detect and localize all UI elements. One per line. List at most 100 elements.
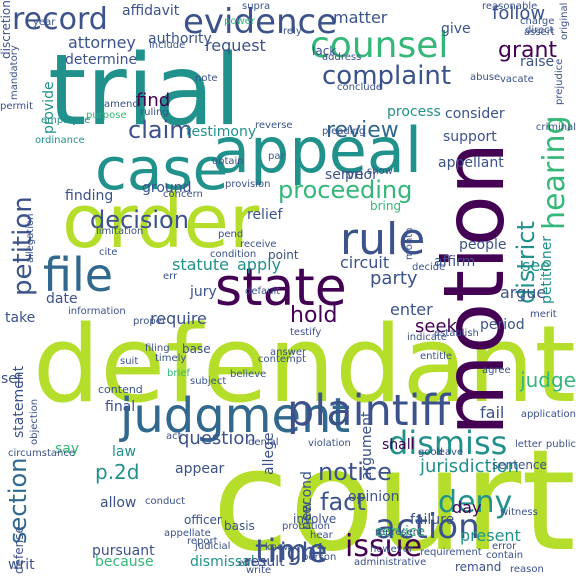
word-142: obtain: [212, 156, 244, 167]
word-116: believe: [230, 369, 267, 380]
word-89: determine: [65, 52, 138, 68]
word-43: apply: [237, 255, 282, 274]
word-39: attorney: [68, 33, 136, 52]
word-19: dismiss: [388, 424, 508, 462]
word-95: finding: [65, 188, 114, 204]
word-191: mandatory: [9, 45, 20, 100]
word-188: prejudice: [554, 58, 565, 105]
word-67: provide: [41, 81, 57, 134]
word-17: action: [375, 507, 480, 547]
word-36: question: [178, 428, 256, 449]
word-25: proceeding: [278, 176, 413, 204]
word-99: contend: [98, 383, 143, 396]
word-80: raise: [520, 54, 555, 70]
word-108: agree: [482, 365, 511, 376]
word-137: employee: [41, 115, 91, 126]
word-166: public: [545, 439, 576, 450]
word-184: however: [370, 544, 413, 555]
word-65: appellant: [438, 155, 504, 171]
word-114: timely: [155, 353, 187, 364]
word-112: bring: [370, 199, 402, 213]
word-73: law: [112, 444, 136, 460]
word-110: leave: [436, 447, 464, 458]
word-81: ground: [142, 180, 192, 196]
word-7: judgment: [120, 388, 351, 444]
word-143: provision: [225, 179, 271, 190]
word-174: know: [265, 542, 292, 553]
word-35: hold: [290, 303, 338, 328]
word-136: purpose: [86, 110, 127, 121]
word-44: circuit: [340, 253, 390, 272]
word-4: order: [62, 179, 260, 265]
word-192: allegation: [25, 213, 36, 263]
word-48: seek: [415, 316, 457, 337]
word-173: report: [187, 536, 218, 547]
word-180: contain: [486, 550, 524, 561]
word-70: say: [55, 441, 80, 457]
word-93: writ: [8, 557, 35, 573]
word-186: judicial: [195, 541, 231, 552]
word-77: jury: [190, 284, 217, 300]
word-172: appellate: [164, 528, 211, 539]
word-168: letter: [515, 439, 543, 450]
word-52: failure: [410, 512, 455, 528]
word-118: permit: [0, 101, 33, 112]
word-38: matter: [333, 8, 388, 27]
word-96: base: [182, 342, 211, 356]
word-147: pend: [218, 229, 244, 240]
word-190: month: [404, 227, 415, 260]
word-41: find: [136, 90, 171, 111]
word-8: state: [215, 258, 347, 318]
word-135: include: [149, 40, 186, 51]
word-194: par: [268, 151, 285, 162]
word-79: judge: [520, 368, 576, 392]
word-97: testimony: [186, 124, 257, 140]
word-181: error: [492, 541, 517, 552]
word-98: conduct: [145, 496, 186, 507]
word-94: defense: [12, 526, 26, 574]
word-9: file: [43, 248, 114, 302]
word-82: relief: [247, 207, 283, 223]
word-53: p.2d: [95, 460, 140, 484]
word-127: conclude: [337, 82, 383, 93]
word-167: application: [520, 409, 576, 420]
word-161: suit: [120, 356, 139, 367]
word-63: service: [375, 524, 426, 540]
word-12: rule: [340, 214, 426, 265]
word-45: see: [522, 256, 551, 275]
word-6: case: [95, 135, 229, 203]
word-0: court: [212, 420, 576, 576]
word-175: person: [302, 552, 337, 563]
word-113: brief: [167, 368, 190, 379]
word-119: note: [195, 73, 218, 84]
word-183: reason: [510, 564, 544, 575]
word-78: petitioner: [539, 235, 555, 304]
word-47: enter: [390, 300, 433, 319]
word-1: defendant: [32, 303, 576, 426]
word-162: contempt: [258, 354, 307, 365]
word-11: counsel: [310, 25, 449, 66]
word-157: testify: [290, 327, 322, 338]
word-155: information: [68, 306, 126, 317]
word-28: claim: [128, 116, 193, 144]
word-122: abuse: [470, 72, 501, 83]
word-150: receive: [240, 239, 277, 250]
word-100: remand: [455, 560, 502, 574]
word-129: direct: [525, 25, 554, 36]
word-50: fail: [480, 403, 505, 422]
word-125: rely: [283, 26, 302, 37]
word-164: denial: [248, 437, 279, 448]
word-10: plaintiff: [287, 386, 451, 436]
word-144: concern: [163, 189, 203, 200]
word-140: reverse: [255, 120, 293, 131]
word-40: request: [205, 36, 266, 55]
word-124: lack: [312, 44, 337, 58]
word-86: affirm: [434, 254, 476, 270]
word-133: year: [33, 17, 56, 28]
word-152: decide: [412, 262, 446, 273]
word-85: people: [459, 237, 507, 253]
word-146: cite: [99, 247, 118, 258]
word-126: address: [322, 52, 362, 63]
word-159: establish: [434, 328, 479, 339]
word-187: criminal: [535, 122, 576, 133]
